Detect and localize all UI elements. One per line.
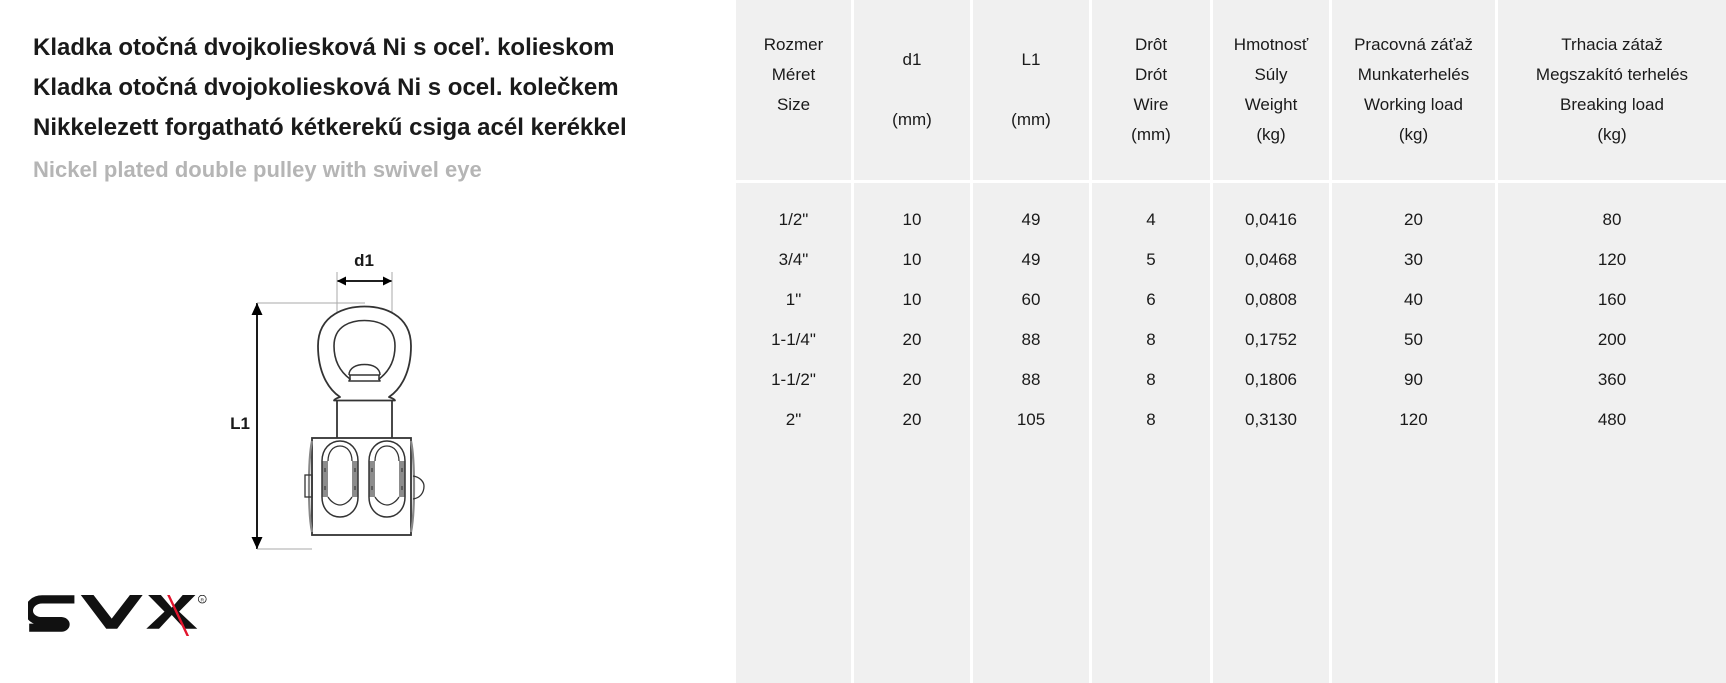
svg-text:L1: L1	[230, 414, 250, 433]
svg-text:d1: d1	[354, 251, 374, 270]
svg-text:R: R	[200, 597, 204, 603]
